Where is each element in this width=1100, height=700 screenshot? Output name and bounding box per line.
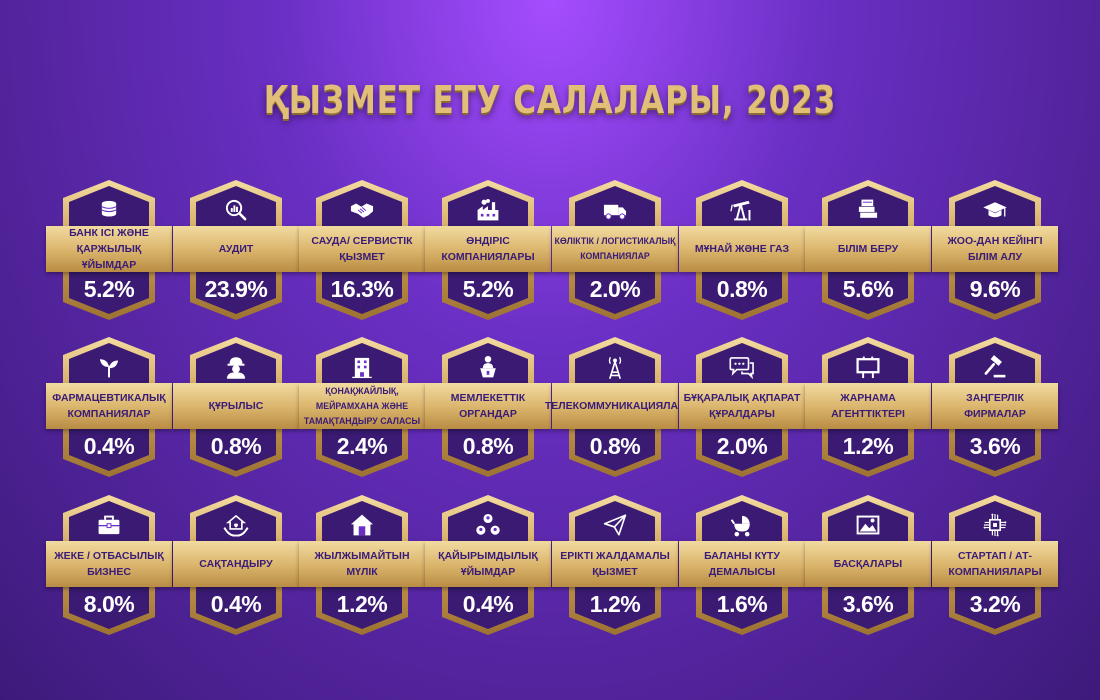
industry-label: БАСҚАЛАРЫ bbox=[805, 541, 931, 587]
industry-card: ЖЕКЕ / ОТБАСЫЛЫҚ БИЗНЕС 8.0% bbox=[46, 495, 172, 635]
industry-percentage: 1.2% bbox=[589, 591, 641, 617]
billboard-icon bbox=[848, 347, 888, 387]
industry-card: АУДИТ 23.9% bbox=[173, 180, 299, 320]
page-title: ҚЫЗМЕТ ЕТУ САЛАЛАРЫ, 2023 bbox=[263, 78, 837, 122]
chat-bubbles-icon bbox=[722, 347, 762, 387]
handshake-icon bbox=[342, 190, 382, 230]
industry-label: ЖОО-ДАН КЕЙІНГІ БІЛІМ АЛУ bbox=[932, 226, 1058, 272]
graduation-cap-icon bbox=[975, 190, 1015, 230]
industry-percentage: 3.2% bbox=[969, 591, 1021, 617]
industry-percentage: 0.4% bbox=[210, 591, 262, 617]
industry-card: ФАРМАЦЕВТИКАЛЫҚ КОМПАНИЯЛАР 0.4% bbox=[46, 337, 172, 477]
industry-percentage: 0.8% bbox=[716, 276, 768, 302]
industry-card: ҚОНАҚЖАЙЛЫҚ, МЕЙРАМХАНА ЖӘНЕ ТАМАҚТАНДЫР… bbox=[299, 337, 425, 477]
industry-percentage: 0.4% bbox=[83, 433, 135, 459]
industry-card: ЖАРНАМА АГЕНТТІКТЕРІ 1.2% bbox=[805, 337, 931, 477]
industry-card: СТАРТАП / АТ-КОМПАНИЯЛАРЫ 3.2% bbox=[932, 495, 1058, 635]
industry-card: МҰНАЙ ЖӘНЕ ГАЗ 0.8% bbox=[679, 180, 805, 320]
industry-label: АУДИТ bbox=[173, 226, 299, 272]
industry-card: ЗАҢГЕРЛІК ФИРМАЛАР 3.6% bbox=[932, 337, 1058, 477]
industry-label: МЕМЛЕКЕТТІК ОРГАНДАР bbox=[425, 383, 551, 429]
baby-stroller-icon bbox=[722, 505, 762, 545]
industry-percentage: 1.6% bbox=[716, 591, 768, 617]
antenna-tower-icon bbox=[595, 347, 635, 387]
industry-percentage: 0.8% bbox=[589, 433, 641, 459]
chip-icon bbox=[975, 505, 1015, 545]
industry-label: ӨНДІРІС КОМПАНИЯЛАРЫ bbox=[425, 226, 551, 272]
industry-label: ЖЫЛЖЫМАЙТЫН МҮЛІК bbox=[299, 541, 425, 587]
industry-label: БАЛАНЫ КҮТУ ДЕМАЛЫСЫ bbox=[679, 541, 805, 587]
picture-icon bbox=[848, 505, 888, 545]
industry-label: МҰНАЙ ЖӘНЕ ГАЗ bbox=[679, 226, 805, 272]
industry-label: СТАРТАП / АТ-КОМПАНИЯЛАРЫ bbox=[932, 541, 1058, 587]
books-icon bbox=[848, 190, 888, 230]
industry-card: БАСҚАЛАРЫ 3.6% bbox=[805, 495, 931, 635]
industry-card: ЕРІКТІ ЖАЛДАМАЛЫ ҚЫЗМЕТ 1.2% bbox=[552, 495, 678, 635]
hands-house-icon bbox=[216, 505, 256, 545]
industry-label: САҚТАНДЫРУ bbox=[173, 541, 299, 587]
industry-percentage: 5.2% bbox=[462, 276, 514, 302]
industry-percentage: 9.6% bbox=[969, 276, 1021, 302]
factory-icon bbox=[468, 190, 508, 230]
industry-label: ФАРМАЦЕВТИКАЛЫҚ КОМПАНИЯЛАР bbox=[46, 383, 172, 429]
oil-pump-icon bbox=[722, 190, 762, 230]
industry-card: БҰҚАРАЛЫҚ АҚПАРАТ ҚҰРАЛДАРЫ 2.0% bbox=[679, 337, 805, 477]
people-network-icon bbox=[468, 505, 508, 545]
industry-percentage: 23.9% bbox=[204, 276, 268, 302]
sprout-icon bbox=[89, 347, 129, 387]
industry-percentage: 0.8% bbox=[210, 433, 262, 459]
briefcase-icon bbox=[89, 505, 129, 545]
industry-percentage: 2.0% bbox=[589, 276, 641, 302]
coins-icon bbox=[89, 190, 129, 230]
industry-percentage: 1.2% bbox=[336, 591, 388, 617]
house-icon bbox=[342, 505, 382, 545]
industry-label: САУДА/ СЕРВИСТІК ҚЫЗМЕТ bbox=[299, 226, 425, 272]
truck-icon bbox=[595, 190, 635, 230]
industry-card: БАНК ІСІ ЖӘНЕ ҚАРЖЫЛЫҚ ҰЙЫМДАР 5.2% bbox=[46, 180, 172, 320]
industry-card: ҚҰРЫЛЫС 0.8% bbox=[173, 337, 299, 477]
industry-label: ТЕЛЕКОММУНИКАЦИЯЛАР bbox=[545, 383, 685, 429]
industry-card: МЕМЛЕКЕТТІК ОРГАНДАР 0.8% bbox=[425, 337, 551, 477]
industry-card: КӨЛІКТІК / ЛОГИСТИКАЛЫҚ КОМПАНИЯЛАР 2.0% bbox=[552, 180, 678, 320]
industry-label: ЗАҢГЕРЛІК ФИРМАЛАР bbox=[932, 383, 1058, 429]
industry-percentage: 16.3% bbox=[330, 276, 394, 302]
industry-label: ҚҰРЫЛЫС bbox=[173, 383, 299, 429]
industry-percentage: 2.0% bbox=[716, 433, 768, 459]
industry-percentage: 3.6% bbox=[969, 433, 1021, 459]
paper-plane-icon bbox=[595, 505, 635, 545]
industry-percentage: 1.2% bbox=[842, 433, 894, 459]
industry-label: БАНК ІСІ ЖӘНЕ ҚАРЖЫЛЫҚ ҰЙЫМДАР bbox=[46, 226, 172, 272]
industry-card: ЖОО-ДАН КЕЙІНГІ БІЛІМ АЛУ 9.6% bbox=[932, 180, 1058, 320]
industry-label: ЖАРНАМА АГЕНТТІКТЕРІ bbox=[805, 383, 931, 429]
industry-card: БІЛІМ БЕРУ 5.6% bbox=[805, 180, 931, 320]
industry-percentage: 0.4% bbox=[462, 591, 514, 617]
industry-label: ЖЕКЕ / ОТБАСЫЛЫҚ БИЗНЕС bbox=[46, 541, 172, 587]
industry-percentage: 0.8% bbox=[462, 433, 514, 459]
industry-label: ЕРІКТІ ЖАЛДАМАЛЫ ҚЫЗМЕТ bbox=[552, 541, 678, 587]
builder-icon bbox=[216, 347, 256, 387]
industry-label: БІЛІМ БЕРУ bbox=[805, 226, 931, 272]
industry-card: ӨНДІРІС КОМПАНИЯЛАРЫ 5.2% bbox=[425, 180, 551, 320]
hotel-icon bbox=[342, 347, 382, 387]
industry-percentage: 3.6% bbox=[842, 591, 894, 617]
industry-label: ҚОНАҚЖАЙЛЫҚ, МЕЙРАМХАНА ЖӘНЕ ТАМАҚТАНДЫР… bbox=[299, 383, 425, 429]
industry-card: ЖЫЛЖЫМАЙТЫН МҮЛІК 1.2% bbox=[299, 495, 425, 635]
industry-card: ҚАЙЫРЫМДЫЛЫҚ ҰЙЫМДАР 0.4% bbox=[425, 495, 551, 635]
industry-percentage: 5.6% bbox=[842, 276, 894, 302]
magnifier-chart-icon bbox=[216, 190, 256, 230]
industry-card: БАЛАНЫ КҮТУ ДЕМАЛЫСЫ 1.6% bbox=[679, 495, 805, 635]
speaker-podium-icon bbox=[468, 347, 508, 387]
industry-percentage: 5.2% bbox=[83, 276, 135, 302]
industry-percentage: 2.4% bbox=[336, 433, 388, 459]
industry-label: БҰҚАРАЛЫҚ АҚПАРАТ ҚҰРАЛДАРЫ bbox=[679, 383, 805, 429]
industry-card: ТЕЛЕКОММУНИКАЦИЯЛАР 0.8% bbox=[545, 337, 685, 477]
industry-label: КӨЛІКТІК / ЛОГИСТИКАЛЫҚ КОМПАНИЯЛАР bbox=[552, 226, 678, 272]
gavel-icon bbox=[975, 347, 1015, 387]
industry-percentage: 8.0% bbox=[83, 591, 135, 617]
industry-label: ҚАЙЫРЫМДЫЛЫҚ ҰЙЫМДАР bbox=[425, 541, 551, 587]
industry-card: САУДА/ СЕРВИСТІК ҚЫЗМЕТ 16.3% bbox=[299, 180, 425, 320]
industry-card: САҚТАНДЫРУ 0.4% bbox=[173, 495, 299, 635]
